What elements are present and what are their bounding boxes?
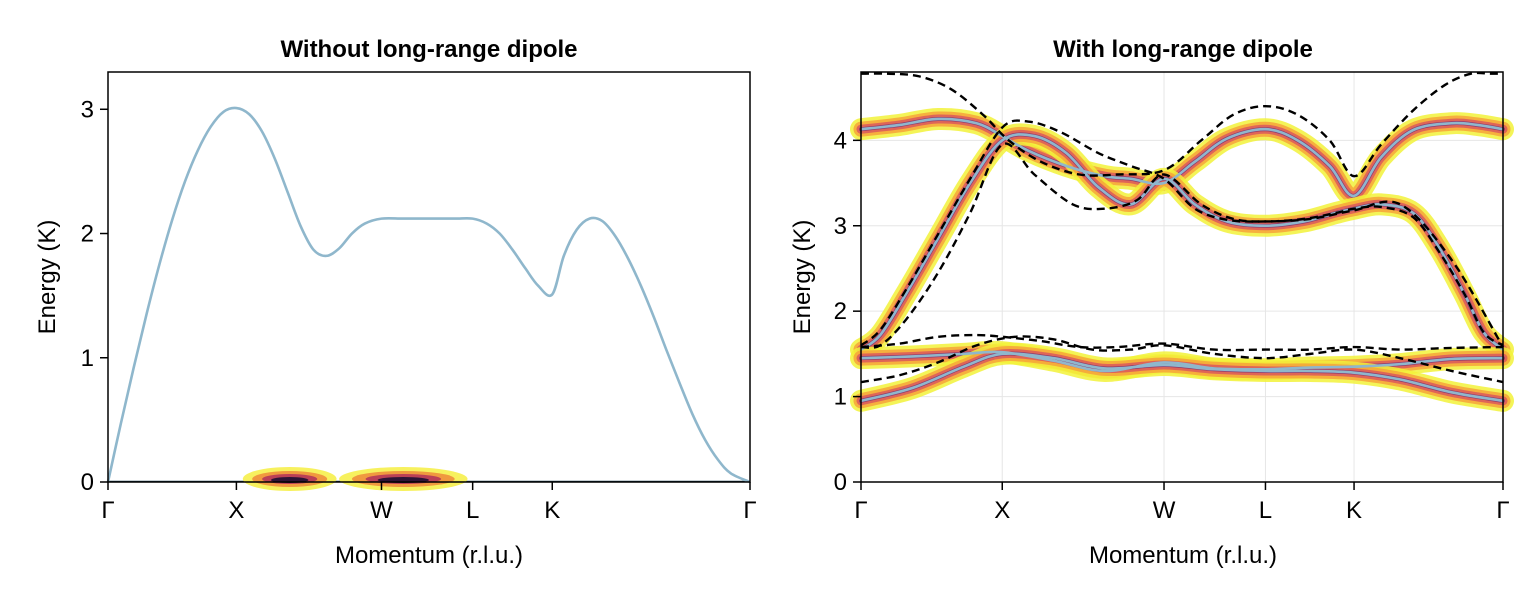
- y-axis-label-left: Energy (K): [34, 220, 61, 335]
- series-dashed-4: [860, 71, 1503, 178]
- x-tick-label: K: [544, 497, 560, 524]
- y-tick-label: 0: [834, 469, 847, 496]
- y-tick-label: 2: [834, 298, 847, 325]
- y-tick-label: 3: [81, 96, 94, 123]
- y-tick-label: 3: [834, 213, 847, 240]
- y-axis-right: 0 1 2 3 4: [834, 127, 861, 496]
- x-tick-label: K: [1346, 497, 1362, 524]
- y-axis-label-right: Energy (K): [789, 220, 816, 335]
- series-line-0: [106, 106, 751, 484]
- series-group-right: [860, 71, 1505, 403]
- x-axis-label-right: Momentum (r.l.u.): [1089, 542, 1277, 569]
- series-dashed-5: [860, 119, 1504, 347]
- series-dashed-6: [860, 142, 1505, 350]
- series-line-3: [860, 352, 1504, 403]
- intensity-bands-right: [850, 107, 1514, 412]
- y-tick-label: 4: [834, 127, 847, 154]
- x-tick-label: W: [1153, 497, 1176, 524]
- series-line-2: [860, 350, 1504, 373]
- x-tick-label: Γ: [854, 497, 867, 524]
- x-tick-label: W: [370, 497, 393, 524]
- chart-panel-left: Without long-range dipole 0 1 2 3 Γ X W L K Γ En…: [34, 36, 757, 569]
- series-dashed-7: [860, 333, 1504, 352]
- series-dashed-8: [860, 335, 1504, 384]
- chart-panel-right: With long-range dipole 0 1 2 3 4 Γ X W L K Γ Ener…: [789, 36, 1514, 569]
- y-tick-label: 2: [81, 221, 94, 248]
- y-tick-label: 1: [81, 345, 94, 372]
- x-tick-label: X: [994, 497, 1010, 524]
- y-tick-label: 0: [81, 469, 94, 496]
- x-tick-label: Γ: [743, 497, 756, 524]
- plot-frame-right: [860, 71, 1504, 483]
- x-tick-label: X: [228, 497, 244, 524]
- chart-title-left: Without long-range dipole: [280, 36, 577, 63]
- plot-frame-left: [107, 71, 751, 483]
- intensity-band-left: [108, 467, 750, 491]
- y-tick-label: 1: [834, 384, 847, 411]
- series-group-left: [106, 106, 751, 484]
- x-tick-label: Γ: [1496, 497, 1509, 524]
- chart-title-right: With long-range dipole: [1053, 36, 1313, 63]
- x-tick-label: Γ: [101, 497, 114, 524]
- x-tick-label: L: [1259, 497, 1272, 524]
- series-line-0: [860, 117, 1504, 198]
- y-axis-left: 0 1 2 3: [81, 96, 108, 496]
- x-tick-label: L: [466, 497, 479, 524]
- x-axis-label-left: Momentum (r.l.u.): [335, 542, 523, 569]
